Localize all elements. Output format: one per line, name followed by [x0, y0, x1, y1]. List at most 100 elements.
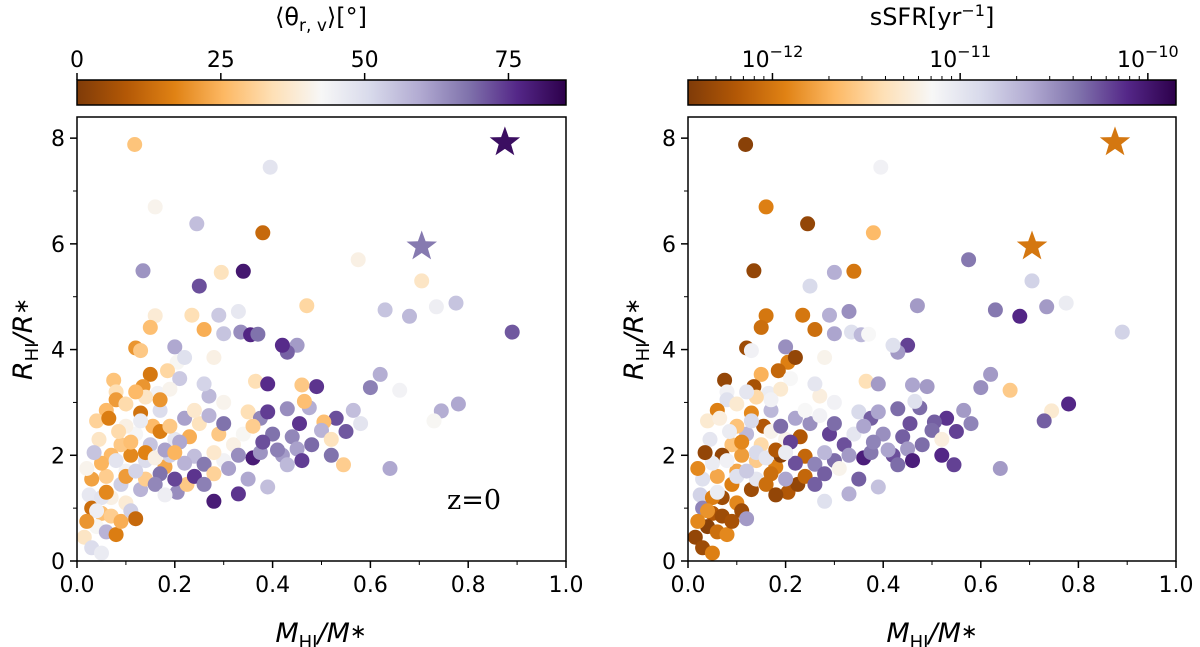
- left-star-marker: [489, 126, 521, 156]
- left-scatter-point: [206, 350, 222, 365]
- right-scatter-point: [787, 455, 803, 471]
- right-scatter-point: [961, 252, 977, 268]
- left-scatter-point: [86, 445, 102, 461]
- right-scatter-points: [688, 137, 1130, 561]
- right-scatter-point: [1024, 273, 1040, 289]
- right-scatter-point: [831, 461, 847, 476]
- right-scatter-point: [1002, 382, 1018, 398]
- right-scatter-point: [846, 263, 862, 279]
- right-colorbar-label: sSFR[yr−1]: [870, 1, 995, 31]
- left-scatter-point: [255, 225, 271, 241]
- right-scatter-point: [905, 377, 920, 393]
- right-scatter-point: [890, 401, 906, 417]
- left-scatter-point: [284, 429, 300, 445]
- left-scatter-point: [81, 487, 97, 503]
- left-axes-frame: [76, 116, 567, 562]
- right-scatter-point: [807, 376, 823, 392]
- right-scatter-point: [946, 457, 962, 473]
- right-scatter-point: [709, 468, 725, 484]
- right-scatter-point: [902, 416, 918, 432]
- left-scatter-point: [142, 366, 158, 382]
- right-axis-ticks: 0.0 0.2 0.4 0.6 0.8 1.0 0 2 4 6 8: [662, 127, 1194, 598]
- right-scatter-point: [729, 396, 745, 412]
- right-colorbar-tick-label: 10−10: [1117, 42, 1179, 73]
- right-colorbar-ticks: 10−12 10−11 10−10: [697, 42, 1179, 80]
- right-scatter-point: [963, 416, 979, 432]
- right-x-tick-label: 0.8: [1061, 573, 1096, 598]
- left-scatter-point: [211, 307, 227, 323]
- left-scatter-point: [101, 410, 117, 426]
- left-scatter-point: [279, 401, 295, 417]
- right-scatter-point: [719, 527, 735, 543]
- left-scatter-point: [128, 511, 144, 527]
- left-x-tick-label: 0.2: [157, 573, 192, 598]
- right-scatter-point: [763, 402, 779, 418]
- right-scatter-point: [763, 392, 779, 408]
- left-scatter-point: [260, 376, 276, 392]
- left-scatter-point: [274, 337, 290, 353]
- left-scatter-point: [230, 304, 246, 319]
- left-scatter-point: [260, 404, 276, 420]
- right-scatter-point: [739, 511, 755, 527]
- left-scatter-point: [338, 424, 354, 439]
- right-scatter-point: [719, 453, 735, 469]
- left-scatter-point: [428, 299, 444, 315]
- left-scatter-point: [323, 431, 339, 447]
- left-scatter-point: [362, 380, 378, 396]
- left-x-tick-label: 0.4: [255, 573, 290, 598]
- left-scatter-point: [323, 447, 339, 463]
- left-scatter-point: [98, 468, 114, 484]
- left-scatter-point: [221, 461, 237, 476]
- right-scatter-point: [851, 404, 867, 420]
- left-scatter-point: [450, 396, 466, 412]
- right-colorbar: [687, 79, 1177, 106]
- right-scatter-point: [734, 447, 750, 463]
- right-scatter-point: [795, 307, 811, 323]
- right-scatter-point: [738, 137, 754, 152]
- right-scatter-point: [709, 484, 725, 500]
- left-star-marker: [406, 230, 437, 260]
- left-scatter-point: [328, 410, 344, 426]
- right-star-markers: [1016, 126, 1131, 260]
- right-scatter-point: [856, 418, 872, 434]
- left-scatter-point: [216, 326, 232, 342]
- left-scatter-point: [377, 302, 393, 318]
- left-scatter-point: [123, 447, 139, 463]
- left-scatter-point: [206, 493, 222, 509]
- right-scatter-point: [983, 366, 999, 382]
- right-scatter-point: [817, 466, 833, 482]
- left-scatter-point: [353, 416, 369, 432]
- left-scatter-point: [402, 308, 417, 324]
- left-scatter-point: [133, 343, 149, 359]
- left-scatter-point: [111, 424, 127, 439]
- right-scatter-point: [700, 503, 715, 519]
- left-scatter-point: [167, 471, 183, 487]
- right-scatter-point: [783, 371, 798, 387]
- left-scatter-point: [196, 322, 212, 337]
- left-scatter-point: [206, 466, 222, 482]
- left-scatter-point: [250, 326, 266, 342]
- left-x-tick-label: 0.8: [451, 573, 486, 598]
- left-scatter-point: [235, 263, 251, 279]
- right-scatter-point: [778, 471, 794, 487]
- right-scatter-point: [1114, 324, 1130, 340]
- right-scatter-point: [704, 455, 720, 471]
- right-scatter-point: [934, 447, 950, 463]
- left-scatter-point: [167, 445, 183, 461]
- left-scatter-point: [299, 298, 315, 314]
- right-scatter-point: [934, 431, 950, 447]
- right-scatter-point: [797, 402, 813, 418]
- right-scatter-point: [802, 278, 818, 294]
- left-colorbar-label: ⟨θr, v⟩[°]: [275, 3, 367, 36]
- left-scatter-point: [79, 461, 95, 476]
- right-scatter-point: [700, 413, 715, 429]
- right-scatter-point: [919, 379, 935, 395]
- right-scatter-point: [924, 422, 940, 438]
- right-scatter-point: [807, 456, 823, 472]
- right-scatter-point: [688, 529, 703, 545]
- left-scatter-point: [186, 402, 202, 418]
- left-colorbar-tick-label: 25: [207, 48, 235, 73]
- right-scatter-point: [1036, 413, 1052, 429]
- left-scatter-point: [147, 199, 163, 215]
- right-scatter-point: [873, 159, 889, 175]
